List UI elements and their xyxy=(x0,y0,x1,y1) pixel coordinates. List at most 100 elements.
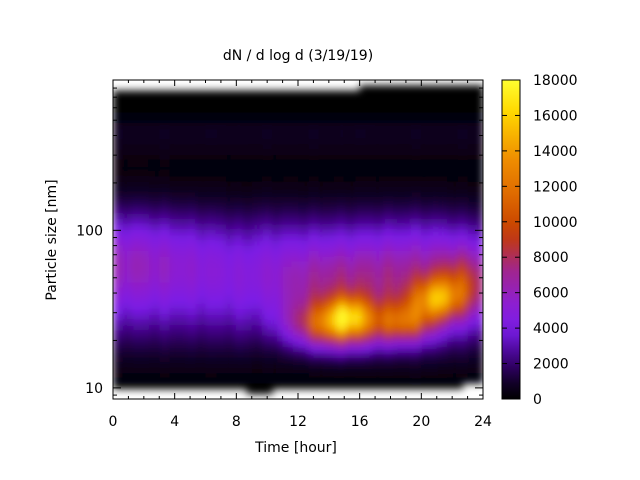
colorbar-tick-label: 2000 xyxy=(533,357,569,373)
heatmap-cell xyxy=(313,191,320,198)
heatmap-cell xyxy=(287,111,294,118)
heatmap-cell xyxy=(318,340,325,347)
heatmap-cell xyxy=(215,297,222,304)
heatmap-cell xyxy=(400,149,407,156)
heatmap-cell xyxy=(369,111,376,118)
heatmap-cell xyxy=(436,122,443,129)
heatmap-cell xyxy=(195,329,201,336)
heatmap-cell xyxy=(462,186,469,193)
heatmap-cell xyxy=(215,234,222,241)
heatmap-cell xyxy=(113,175,119,182)
heatmap-cell xyxy=(436,170,443,177)
heatmap-cell xyxy=(143,383,150,389)
heatmap-cell xyxy=(436,111,443,118)
heatmap-cell xyxy=(395,191,402,198)
heatmap-cell xyxy=(344,133,350,140)
heatmap-cell xyxy=(303,196,309,203)
heatmap-cell xyxy=(113,297,119,304)
heatmap-cell xyxy=(200,154,207,161)
heatmap-cell xyxy=(220,303,227,310)
heatmap-cell xyxy=(179,255,186,262)
heatmap-cell xyxy=(462,250,469,257)
heatmap-cell xyxy=(395,244,402,251)
heatmap-cell xyxy=(405,90,412,97)
heatmap-cell xyxy=(405,271,412,278)
heatmap-cell xyxy=(447,165,453,171)
heatmap-cell xyxy=(148,212,155,219)
heatmap-cell xyxy=(200,287,207,294)
heatmap-cell xyxy=(395,383,402,389)
heatmap-cell xyxy=(287,234,294,241)
heatmap-cell xyxy=(426,335,433,342)
heatmap-cell xyxy=(123,106,130,113)
heatmap-cell xyxy=(143,276,150,283)
heatmap-cell xyxy=(457,149,464,156)
heatmap-cell xyxy=(287,159,294,166)
heatmap-cell xyxy=(452,101,458,108)
heatmap-cell xyxy=(313,138,320,145)
heatmap-cell xyxy=(226,319,232,326)
heatmap-cell xyxy=(472,351,479,358)
heatmap-cell xyxy=(205,191,212,198)
heatmap-cell xyxy=(441,297,448,304)
heatmap-cell xyxy=(344,218,350,225)
heatmap-cell xyxy=(421,218,428,225)
heatmap-cell xyxy=(210,186,217,193)
heatmap-cell xyxy=(200,303,207,310)
heatmap-cell xyxy=(303,255,309,262)
heatmap-cell xyxy=(292,234,299,241)
heatmap-cell xyxy=(462,133,469,140)
heatmap-cell xyxy=(328,191,335,198)
heatmap-cell xyxy=(123,255,130,262)
heatmap-cell xyxy=(128,117,135,124)
heatmap-cell xyxy=(143,186,150,193)
heatmap-cell xyxy=(169,133,176,140)
heatmap-cell xyxy=(236,149,243,156)
heatmap-cell xyxy=(426,271,433,278)
heatmap-cell xyxy=(390,117,397,124)
heatmap-cell xyxy=(292,106,299,113)
heatmap-cell xyxy=(205,234,212,241)
heatmap-cell xyxy=(313,122,320,129)
heatmap-cell xyxy=(462,340,469,347)
heatmap-cell xyxy=(339,154,345,161)
heatmap-cell xyxy=(215,218,222,225)
heatmap-cell xyxy=(359,351,366,358)
heatmap-cell xyxy=(277,351,284,358)
heatmap-cell xyxy=(262,282,268,288)
heatmap-cell xyxy=(272,271,279,278)
heatmap-cell xyxy=(174,207,181,214)
heatmap-cell xyxy=(421,372,428,379)
heatmap-cell xyxy=(164,127,171,134)
heatmap-cell xyxy=(472,159,479,166)
heatmap-cell xyxy=(359,319,366,326)
heatmap-cell xyxy=(411,372,417,379)
heatmap-cell xyxy=(210,297,217,304)
heatmap-cell xyxy=(318,154,325,161)
heatmap-cell xyxy=(369,244,376,251)
heatmap-cell xyxy=(205,292,212,299)
heatmap-cell xyxy=(359,149,366,156)
heatmap-cell xyxy=(411,367,417,374)
heatmap-cell xyxy=(359,207,366,214)
heatmap-cell xyxy=(339,149,345,156)
heatmap-cell xyxy=(133,292,140,299)
heatmap-cell xyxy=(282,133,289,140)
heatmap-cell xyxy=(477,154,483,161)
heatmap-cell xyxy=(467,276,474,283)
heatmap-cell xyxy=(477,266,483,272)
heatmap-cell xyxy=(138,111,145,118)
heatmap-cell xyxy=(390,212,397,219)
heatmap-cell xyxy=(395,282,402,288)
heatmap-cell xyxy=(416,329,422,336)
heatmap-cell xyxy=(354,228,361,235)
heatmap-cell xyxy=(277,319,284,326)
heatmap-cell xyxy=(190,191,196,198)
heatmap-cell xyxy=(256,292,263,299)
heatmap-cell xyxy=(195,212,201,219)
heatmap-cell xyxy=(226,367,232,374)
heatmap-cell xyxy=(215,143,222,150)
heatmap-cell xyxy=(231,367,237,374)
heatmap-cell xyxy=(200,207,207,214)
heatmap-cell xyxy=(138,250,145,257)
